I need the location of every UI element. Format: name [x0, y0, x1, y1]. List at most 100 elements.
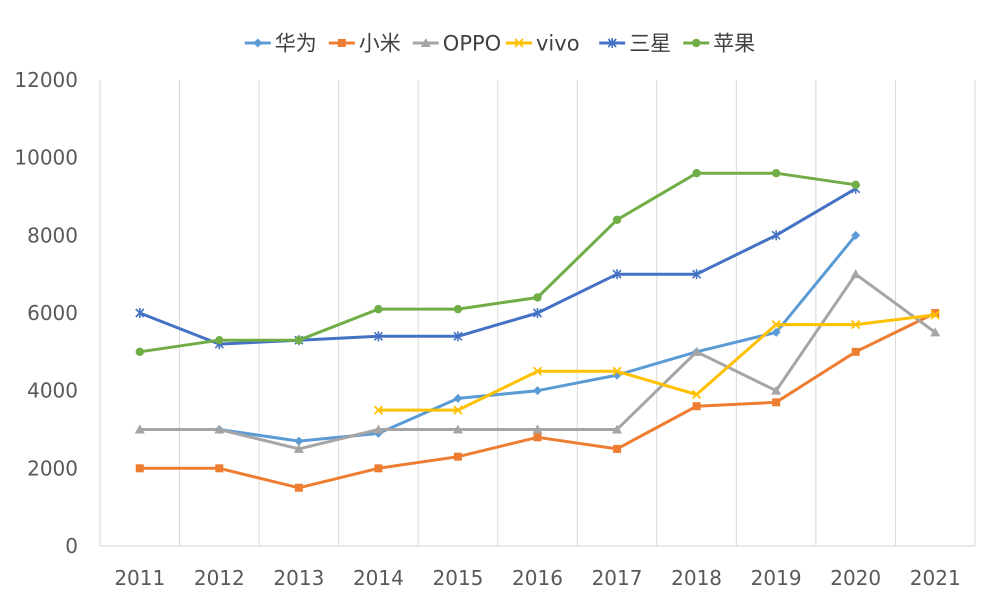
data-point — [533, 293, 542, 302]
data-point — [613, 444, 622, 453]
data-point — [692, 169, 701, 178]
series-OPPO — [134, 269, 941, 453]
series-line — [138, 187, 858, 346]
legend: 华为 小米 OPPO vivo 三星 苹果 — [244, 32, 755, 56]
data-point — [771, 230, 781, 241]
data-point — [692, 269, 702, 280]
series-小米 — [135, 309, 940, 492]
data-point — [691, 389, 702, 400]
y-tick-label: 6000 — [27, 301, 78, 325]
series-vivo — [373, 310, 940, 415]
data-point — [691, 346, 702, 356]
legend-marker — [337, 39, 346, 47]
data-point — [533, 433, 542, 442]
data-point — [453, 405, 463, 415]
data-point — [612, 366, 622, 376]
x-tick-label: 2019 — [751, 566, 802, 590]
y-tick-label: 2000 — [27, 456, 78, 480]
x-tick-label: 2012 — [194, 566, 245, 590]
data-point — [850, 269, 861, 279]
y-tick-label: 10000 — [14, 146, 78, 170]
data-point — [772, 398, 781, 407]
data-point — [453, 304, 463, 314]
legend-item: OPPO — [412, 32, 501, 56]
legend-item: 苹果 — [683, 32, 755, 56]
data-point — [612, 215, 622, 224]
data-point — [453, 452, 462, 461]
data-point — [532, 308, 543, 318]
data-point — [692, 402, 701, 411]
series-line — [138, 171, 858, 354]
x-tick-label: 2020 — [830, 566, 881, 590]
data-point — [851, 230, 861, 240]
legend-label: OPPO — [443, 32, 501, 56]
data-point — [930, 310, 940, 320]
legend-label: 华为 — [275, 32, 317, 56]
data-point — [373, 331, 383, 342]
x-tick-label: 2014 — [353, 566, 404, 590]
x-tick-label: 2018 — [671, 566, 722, 590]
data-point — [134, 424, 145, 434]
data-point — [373, 405, 384, 415]
legend-label: 苹果 — [713, 32, 755, 56]
legend-label: 小米 — [359, 32, 401, 56]
x-tick-label: 2013 — [273, 566, 324, 590]
data-point — [453, 393, 463, 403]
x-tick-label: 2016 — [512, 566, 563, 590]
data-point — [533, 386, 542, 396]
data-point — [294, 436, 304, 446]
legend-item: 华为 — [244, 32, 317, 56]
data-point — [612, 424, 623, 434]
data-point — [294, 483, 303, 492]
data-point — [532, 424, 543, 434]
data-point — [214, 424, 225, 434]
data-point — [771, 169, 781, 178]
data-point — [851, 347, 860, 356]
legend-item: vivo — [506, 32, 580, 56]
data-point — [452, 424, 463, 434]
data-point — [453, 331, 463, 342]
data-point — [771, 327, 781, 337]
data-point — [135, 347, 144, 357]
x-axis-ticks: 2011 2012 2013 2014 2015 2016 2017 2018 2019 2020… — [114, 566, 960, 590]
y-tick-label: 12000 — [14, 68, 78, 92]
data-point — [374, 464, 383, 473]
data-point — [930, 327, 941, 337]
data-point — [215, 335, 224, 345]
x-tick-label: 2011 — [114, 566, 165, 590]
y-tick-label: 8000 — [27, 223, 78, 247]
legend-marker — [514, 38, 524, 48]
data-point — [135, 464, 144, 473]
data-point — [851, 320, 861, 330]
legend-marker — [253, 38, 263, 48]
legend-marker — [692, 38, 701, 48]
x-tick-label: 2021 — [910, 566, 961, 590]
data-point — [532, 366, 543, 376]
x-tick-label: 2017 — [592, 566, 643, 590]
data-point — [215, 464, 224, 473]
data-point — [373, 424, 384, 434]
y-axis-ticks: 0 2000 4000 6000 8000 10000 12000 — [14, 68, 78, 558]
series-苹果 — [135, 169, 860, 357]
y-tick-label: 0 — [65, 534, 78, 558]
legend-item: 小米 — [328, 32, 401, 56]
data-point — [293, 443, 304, 453]
series-layer — [134, 169, 941, 492]
data-point — [771, 385, 782, 395]
data-point — [851, 180, 860, 190]
series-line — [376, 313, 937, 412]
legend-label: vivo — [536, 32, 580, 56]
legend-label: 三星 — [629, 32, 671, 56]
y-tick-label: 4000 — [27, 379, 78, 403]
data-point — [771, 320, 781, 330]
data-point — [294, 335, 304, 345]
legend-marker — [420, 38, 431, 47]
data-point — [135, 308, 145, 318]
legend-item: 三星 — [599, 32, 671, 56]
x-tick-label: 2015 — [433, 566, 484, 590]
data-point — [931, 309, 940, 317]
data-point — [612, 269, 622, 280]
data-point — [374, 304, 383, 314]
